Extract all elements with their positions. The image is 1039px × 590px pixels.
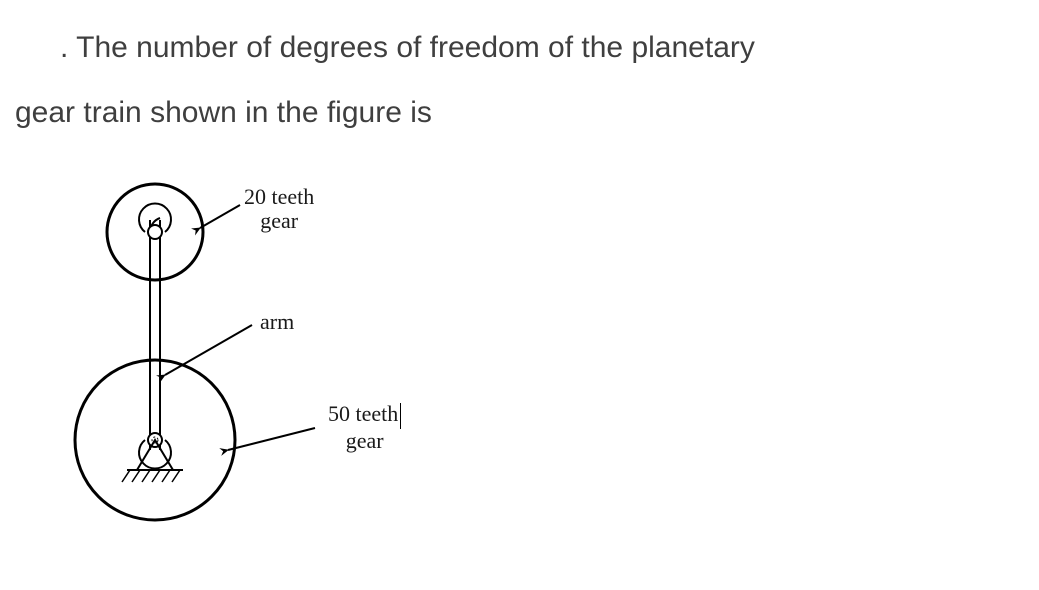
- question-line2: gear train shown in the figure is: [15, 95, 432, 131]
- planet-gear-label: 20 teeth gear: [244, 185, 314, 233]
- arm-label: arm: [260, 310, 294, 334]
- page: . The number of degrees of freedom of th…: [0, 0, 1039, 590]
- leader-arm: [165, 325, 252, 375]
- leader-planet: [200, 205, 240, 228]
- ground-hatch: [122, 470, 180, 482]
- sun-gear-label: 50 teeth gear: [328, 402, 401, 453]
- planet-pivot: [148, 225, 162, 239]
- gear-diagram: 20 teeth gear arm 50 teeth gear: [70, 170, 490, 565]
- sun-gear-teeth: 50 teeth: [328, 401, 398, 426]
- arm-label-text: arm: [260, 309, 294, 334]
- question-line1: . The number of degrees of freedom of th…: [60, 30, 755, 66]
- sun-gear-word: gear: [328, 429, 401, 453]
- planet-gear-teeth: 20 teeth: [244, 184, 314, 209]
- leader-sun: [228, 428, 315, 450]
- planet-gear-word: gear: [244, 209, 314, 233]
- arm-body: [150, 220, 160, 450]
